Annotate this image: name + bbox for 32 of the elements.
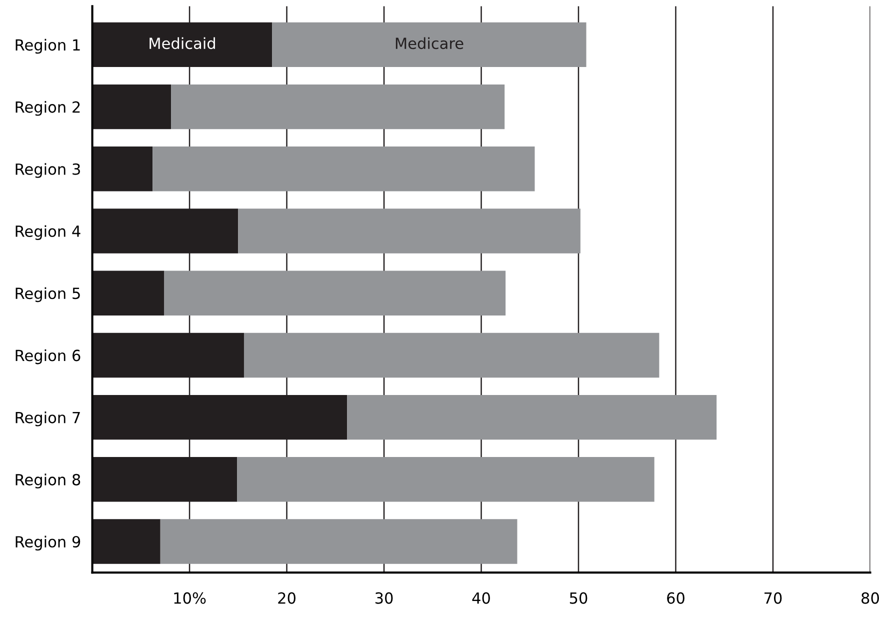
y-tick-label: Region 2 [16,100,80,116]
y-tick-label: Region 6 [16,349,80,364]
bar [152,146,535,192]
y-tick-label: Region 7 [16,412,80,426]
x-tick-label: 20 [278,592,296,604]
bar [160,519,518,564]
y-tick-label: Region 4 [16,225,80,240]
bar [164,270,506,316]
x-tick-label: 70 [764,592,782,604]
bar [244,332,660,378]
bar [272,22,586,68]
x-tick-label: 50 [570,592,588,604]
x-tick-label: 30 [375,592,393,604]
series-label: Medicaid [150,37,215,50]
bar [92,519,160,564]
y-tick-label: Region 1 [16,38,80,54]
bar [171,84,505,130]
bar [238,208,580,254]
bar [347,394,717,440]
x-tick-label: 40 [472,592,490,604]
bar [237,457,654,502]
series-label: Medicare [396,37,464,50]
y-tick-label: Region 9 [16,536,80,551]
y-tick-label: Region 8 [16,474,80,488]
x-tick-label: 80 [862,592,879,604]
y-tick-label: Region 3 [16,163,80,178]
x-tick-label: 60 [667,592,684,604]
bar [92,146,153,192]
y-tick-label: Region 5 [16,287,80,302]
x-tick-label: 10% [174,592,206,604]
bar [92,84,172,130]
bar [92,270,164,316]
